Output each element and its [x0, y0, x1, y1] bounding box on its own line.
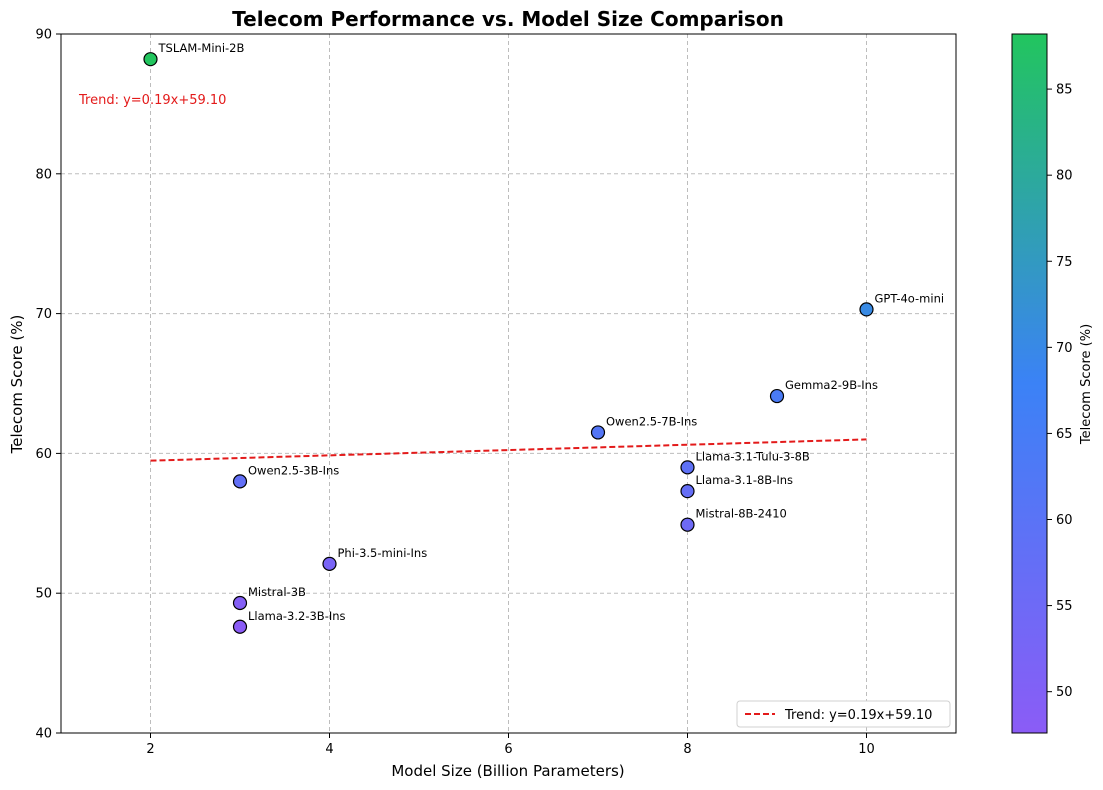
y-tick-label: 60 [35, 447, 52, 462]
legend-trend-label: Trend: y=0.19x+59.10 [784, 708, 932, 723]
data-point[interactable] [322, 556, 337, 571]
point-label: Llama-3.1-Tulu-3-8B [696, 449, 810, 463]
point-label: Gemma2-9B-Ins [785, 378, 878, 392]
legend: Trend: y=0.19x+59.10 [736, 700, 951, 728]
colorbar-tick-label: 60 [1056, 513, 1073, 528]
y-tick-label: 50 [35, 587, 52, 602]
data-point[interactable] [680, 517, 695, 532]
colorbar: 50 55 60 65 70 75 80 85 Telecom Score (%) [1011, 33, 1094, 734]
colorbar-tick-label: 70 [1056, 341, 1073, 356]
data-point[interactable] [769, 388, 785, 404]
point-label: Mistral-8B-2410 [696, 507, 787, 521]
x-tick-label: 8 [683, 742, 691, 757]
x-tick-label: 10 [858, 742, 875, 757]
data-point[interactable] [680, 460, 695, 475]
x-tick-label: 4 [325, 742, 333, 757]
y-tick-label: 90 [35, 28, 52, 43]
colorbar-tick-label: 80 [1056, 169, 1073, 184]
y-tick-label: 70 [35, 307, 52, 322]
point-label: Mistral-3B [248, 585, 306, 599]
y-axis-label: Telecom Score (%) [8, 315, 26, 455]
colorbar-tick-label: 65 [1056, 427, 1073, 442]
colorbar-gradient [1011, 33, 1048, 734]
data-point[interactable] [680, 484, 695, 499]
data-point[interactable] [232, 619, 248, 634]
point-label: Phi-3.5-mini-Ins [338, 546, 428, 560]
x-axis-label: Model Size (Billion Parameters) [391, 762, 624, 780]
colorbar-tick-label: 85 [1056, 83, 1073, 98]
data-point[interactable] [590, 425, 606, 440]
colorbar-tick-label: 55 [1056, 599, 1073, 614]
point-label: Llama-3.2-3B-Ins [248, 609, 346, 623]
data-point[interactable] [232, 595, 248, 611]
colorbar-tick-label: 50 [1056, 685, 1073, 700]
point-label: Owen2.5-7B-Ins [606, 414, 697, 428]
y-tick-label: 80 [35, 167, 52, 182]
legend-box [736, 700, 951, 728]
x-tick-label: 6 [504, 742, 512, 757]
point-label: Llama-3.1-8B-Ins [696, 473, 794, 487]
point-label: GPT-4o-mini [875, 291, 945, 305]
trend-annotation: Trend: y=0.19x+59.10 [78, 93, 226, 108]
colorbar-tick-label: 75 [1056, 255, 1073, 270]
point-label: Owen2.5-3B-Ins [248, 463, 339, 477]
data-point[interactable] [143, 52, 158, 67]
point-label: TSLAM-Mini-2B [158, 41, 245, 55]
x-tick-label: 2 [146, 742, 154, 757]
y-tick-label: 40 [35, 727, 52, 742]
data-point[interactable] [232, 474, 248, 489]
data-point[interactable] [859, 302, 874, 317]
colorbar-label: Telecom Score (%) [1079, 324, 1094, 445]
trend-line [150, 438, 867, 462]
chart-title: Telecom Performance vs. Model Size Compa… [232, 7, 784, 31]
